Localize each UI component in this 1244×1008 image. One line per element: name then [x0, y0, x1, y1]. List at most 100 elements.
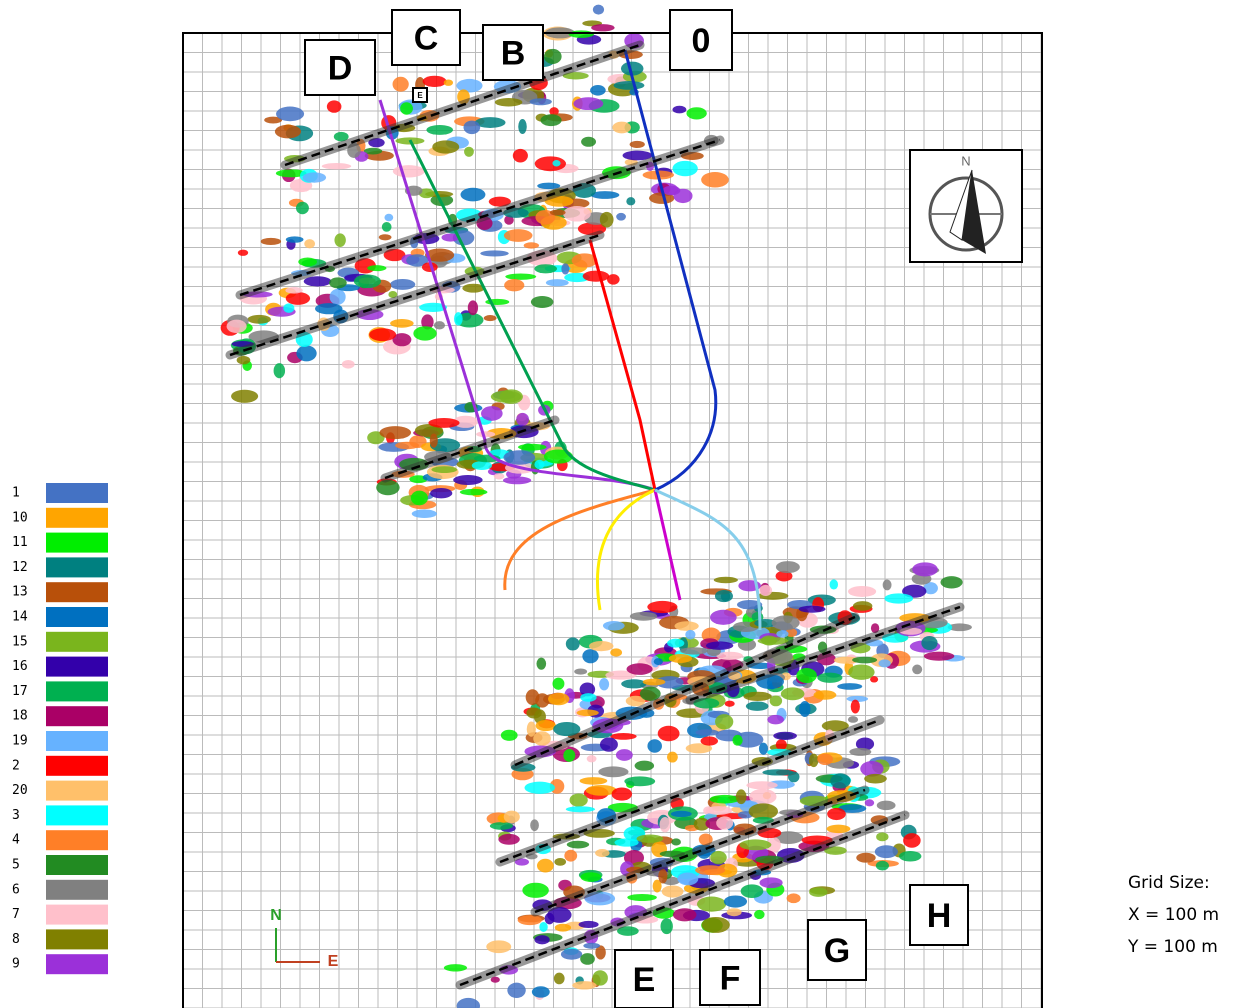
event — [616, 212, 626, 221]
event — [670, 810, 692, 818]
legend-label: 18 — [12, 709, 28, 724]
well-label: F — [720, 959, 741, 997]
event — [531, 986, 550, 998]
legend-swatch — [46, 879, 108, 900]
event — [565, 637, 580, 651]
event — [817, 753, 834, 765]
legend-label: 17 — [12, 684, 28, 699]
event — [295, 201, 309, 215]
event — [535, 720, 556, 732]
event — [549, 209, 566, 216]
event — [921, 635, 938, 651]
event — [226, 319, 247, 334]
legend-swatch — [46, 731, 108, 751]
event — [462, 283, 485, 293]
legend-label: 16 — [12, 659, 28, 674]
event — [274, 124, 302, 139]
event — [695, 729, 719, 736]
event — [516, 412, 529, 426]
event — [838, 804, 867, 813]
event — [612, 121, 632, 134]
event — [459, 488, 488, 496]
event — [860, 760, 884, 777]
event — [454, 312, 463, 326]
well-label: D — [328, 49, 353, 87]
event — [488, 196, 511, 207]
legend-swatch — [46, 507, 108, 528]
event — [849, 747, 872, 756]
event — [595, 849, 610, 858]
event — [494, 98, 523, 107]
event — [695, 865, 726, 876]
event — [653, 658, 663, 666]
legend-label: 6 — [12, 882, 20, 897]
event — [856, 852, 876, 863]
event — [503, 450, 536, 465]
event — [748, 803, 779, 820]
event — [483, 315, 497, 322]
event — [414, 423, 444, 438]
event — [304, 239, 316, 249]
event — [418, 188, 435, 199]
event — [411, 509, 437, 519]
event — [726, 908, 742, 917]
event — [443, 79, 454, 86]
legend-swatch — [46, 929, 108, 950]
legend-label: 15 — [12, 634, 28, 649]
event — [430, 487, 453, 499]
event — [456, 997, 481, 1008]
event — [876, 800, 896, 811]
legend-label: 12 — [12, 560, 28, 575]
event — [534, 156, 566, 172]
event — [899, 850, 922, 862]
event — [498, 833, 520, 845]
well-label: 0 — [692, 22, 711, 60]
map-frame — [182, 32, 1043, 1008]
event — [530, 819, 539, 832]
event — [745, 701, 769, 711]
legend-swatch — [46, 681, 108, 702]
event — [247, 314, 271, 324]
event — [276, 106, 305, 122]
event — [610, 648, 623, 657]
event — [746, 781, 778, 790]
event — [490, 976, 500, 983]
event — [736, 600, 763, 610]
label-box — [699, 949, 761, 1006]
event — [283, 303, 295, 313]
event — [680, 647, 709, 655]
label-box — [614, 949, 674, 1008]
event — [634, 760, 655, 771]
event — [518, 443, 547, 451]
event — [525, 689, 540, 706]
event — [780, 687, 805, 701]
event — [878, 659, 891, 668]
legend-swatch — [46, 557, 108, 578]
event — [624, 776, 656, 787]
event — [569, 793, 588, 807]
event — [611, 787, 633, 801]
well-label: E — [633, 961, 656, 999]
event — [392, 76, 409, 92]
event — [870, 623, 880, 634]
event — [850, 699, 860, 714]
event — [716, 816, 734, 830]
legend-label: 3 — [12, 808, 20, 823]
event — [639, 686, 661, 701]
grid-size-title: Grid Size: — [1128, 873, 1210, 893]
event — [672, 908, 697, 922]
event — [629, 140, 645, 149]
event — [529, 98, 552, 106]
stage-line — [229, 233, 601, 357]
event — [518, 119, 527, 135]
event — [759, 877, 783, 889]
event — [821, 720, 849, 732]
event — [773, 831, 804, 844]
event — [629, 611, 658, 621]
label-box — [807, 919, 867, 981]
event — [698, 833, 713, 846]
north-label: N — [270, 907, 282, 924]
event — [453, 474, 483, 485]
legend-label: 20 — [12, 783, 28, 798]
event — [786, 893, 801, 904]
